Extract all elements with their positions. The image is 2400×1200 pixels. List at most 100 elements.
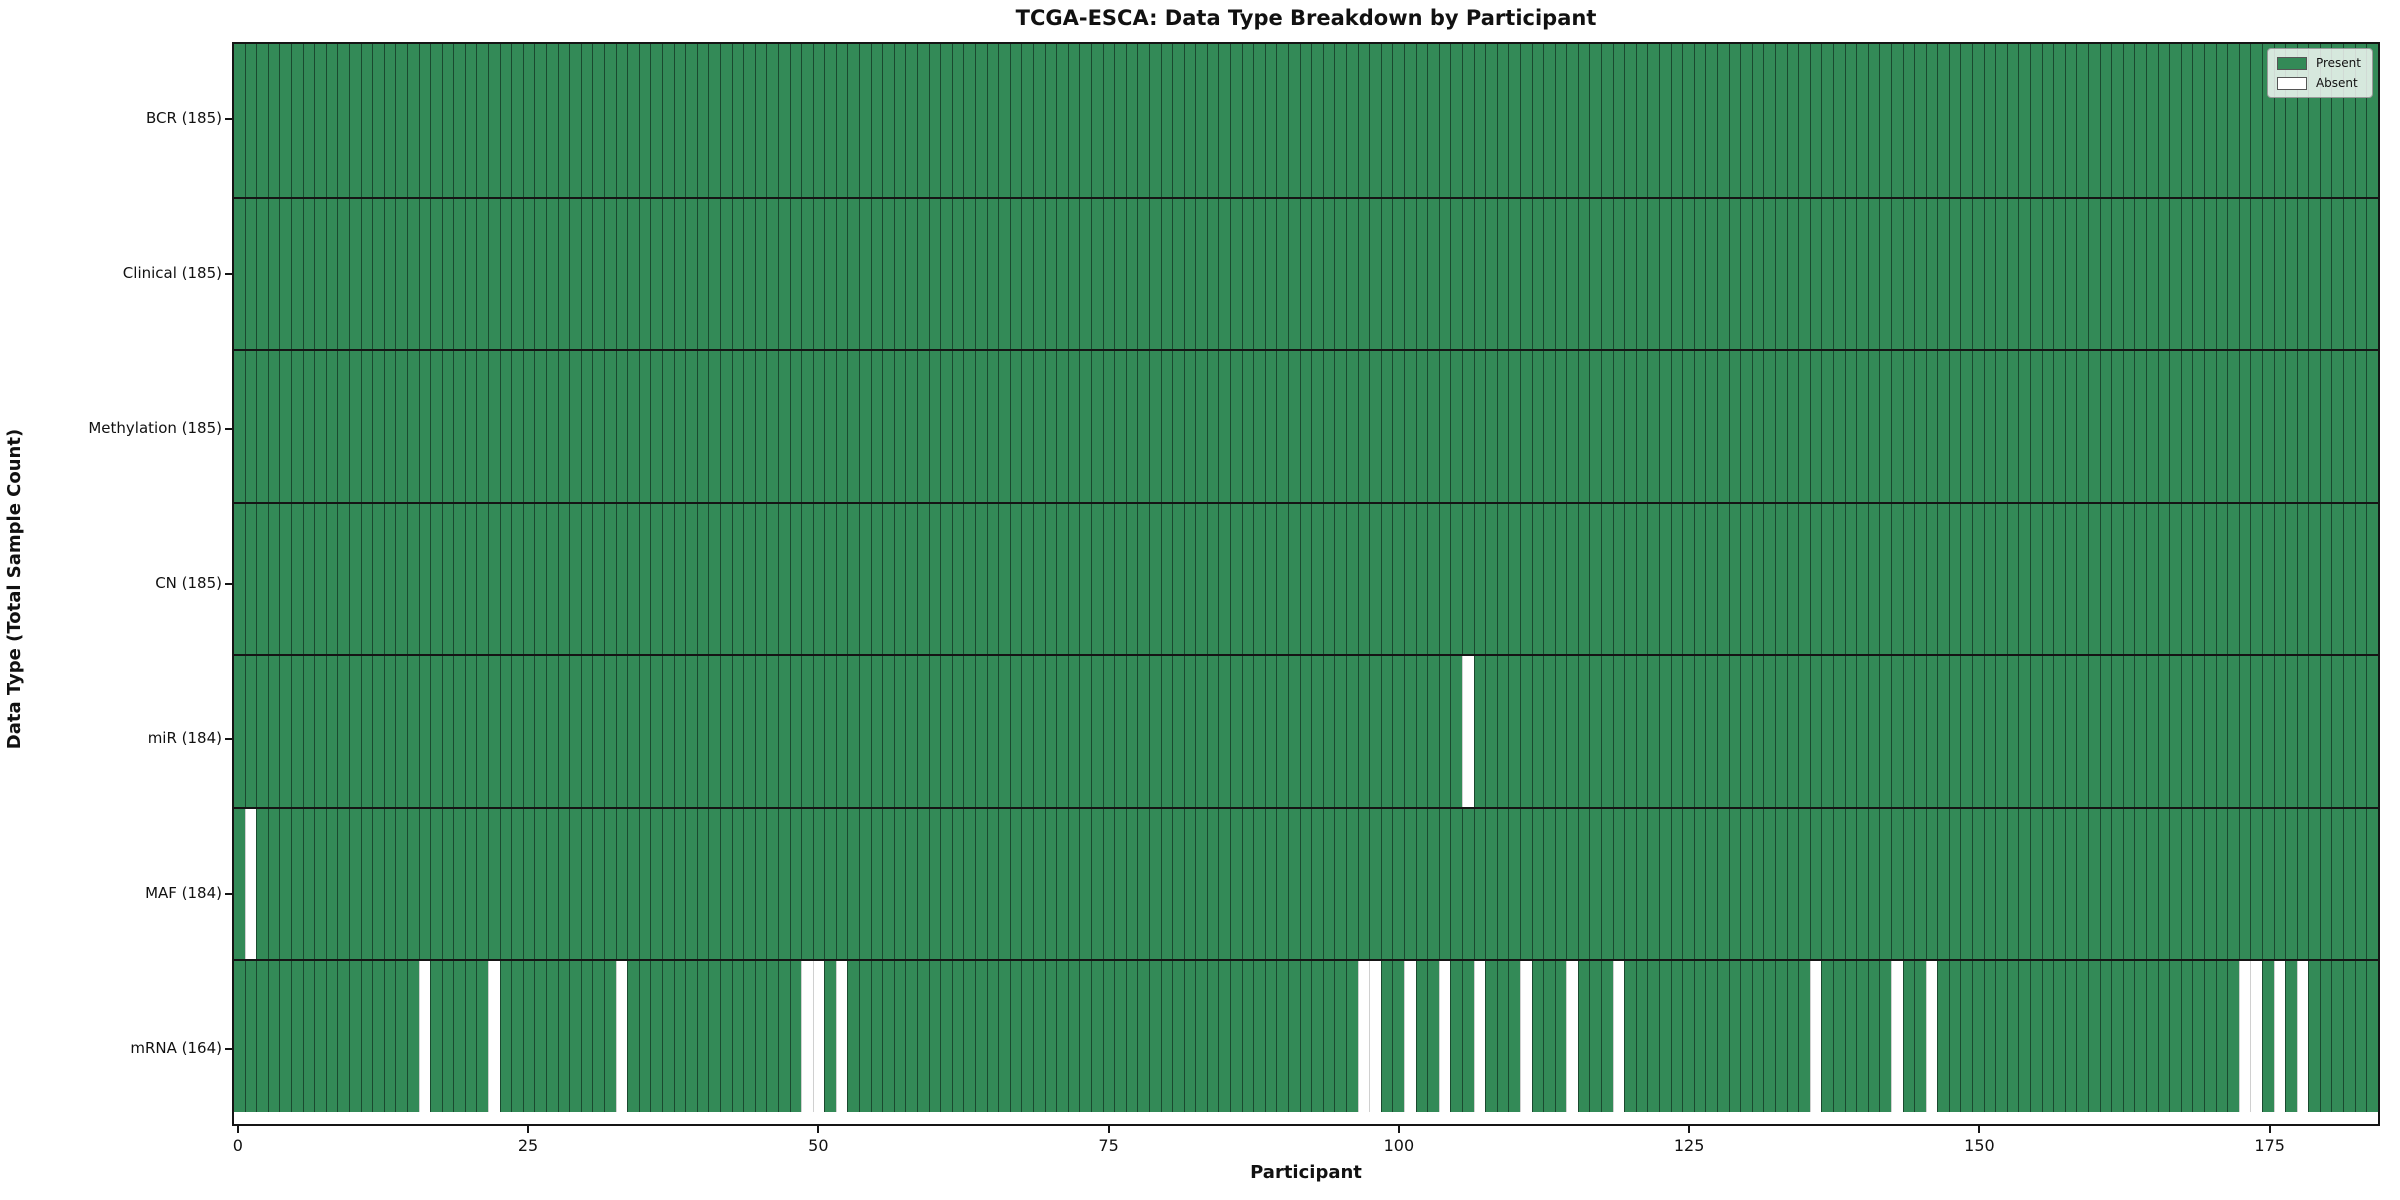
heatmap-cell bbox=[963, 503, 975, 655]
heatmap-cell bbox=[1125, 808, 1138, 960]
heatmap-cell bbox=[893, 44, 906, 197]
heatmap-cell bbox=[522, 44, 535, 197]
heatmap-cell bbox=[1508, 351, 1520, 502]
heatmap-cell bbox=[279, 656, 291, 807]
heatmap-cell bbox=[1960, 351, 1973, 502]
heatmap-cell bbox=[1774, 198, 1787, 350]
heatmap-cell bbox=[1566, 656, 1578, 807]
heatmap-cell bbox=[1635, 808, 1648, 960]
heatmap-cell bbox=[1566, 198, 1578, 350]
heatmap-cell bbox=[812, 44, 825, 197]
heatmap-cell bbox=[1485, 198, 1497, 350]
heatmap-cell bbox=[2180, 198, 2193, 350]
heatmap-cell bbox=[1044, 961, 1057, 1112]
heatmap-cell bbox=[743, 503, 755, 655]
heatmap-cell bbox=[1890, 198, 1903, 350]
heatmap-cell bbox=[1172, 656, 1184, 807]
heatmap-cell bbox=[430, 503, 442, 655]
heatmap-cell bbox=[2030, 808, 2042, 960]
heatmap-cell bbox=[1844, 198, 1857, 350]
heatmap-cell bbox=[2192, 44, 2204, 197]
heatmap-cell bbox=[2088, 351, 2100, 502]
heatmap-cell bbox=[2053, 656, 2065, 807]
heatmap-cell bbox=[1543, 656, 1555, 807]
heatmap-cell bbox=[1090, 961, 1103, 1112]
heatmap-cell bbox=[708, 198, 720, 350]
heatmap-cell bbox=[661, 503, 674, 655]
heatmap-cell bbox=[337, 808, 349, 960]
heatmap-cell bbox=[1693, 656, 1706, 807]
heatmap-cell bbox=[1485, 351, 1497, 502]
heatmap-cell bbox=[1299, 44, 1312, 197]
heatmap-cell bbox=[801, 351, 813, 502]
heatmap-cell bbox=[499, 656, 512, 807]
heatmap-cell bbox=[615, 351, 628, 502]
heatmap-cell bbox=[1914, 198, 1926, 350]
heatmap-cell bbox=[650, 198, 662, 350]
heatmap-cell bbox=[1589, 503, 1602, 655]
heatmap-cell bbox=[1717, 808, 1729, 960]
legend-item: Absent bbox=[2276, 76, 2361, 90]
legend: Present Absent bbox=[2266, 48, 2373, 98]
heatmap-cell bbox=[1427, 961, 1439, 1112]
heatmap-cell bbox=[1218, 351, 1231, 502]
heatmap-cell bbox=[2192, 961, 2204, 1112]
heatmap-cell bbox=[1693, 503, 1706, 655]
heatmap-cell bbox=[905, 351, 918, 502]
heatmap-cell bbox=[1276, 656, 1289, 807]
heatmap-cell bbox=[1288, 656, 1300, 807]
heatmap-cell bbox=[1067, 961, 1080, 1112]
heatmap-cell bbox=[244, 351, 257, 502]
heatmap-cell bbox=[511, 808, 523, 960]
heatmap-cell bbox=[708, 503, 720, 655]
heatmap-cell bbox=[1577, 503, 1590, 655]
heatmap-cell bbox=[696, 656, 709, 807]
heatmap-cell bbox=[1067, 351, 1080, 502]
heatmap-cell bbox=[2215, 44, 2228, 197]
heatmap-cell bbox=[1496, 503, 1509, 655]
heatmap-cell bbox=[2076, 656, 2088, 807]
heatmap-cell bbox=[1288, 808, 1300, 960]
heatmap-cell bbox=[766, 198, 778, 350]
heatmap-cell bbox=[2088, 503, 2100, 655]
heatmap-cell bbox=[1519, 503, 1532, 655]
heatmap-cell bbox=[1195, 656, 1207, 807]
heatmap-cell bbox=[2285, 44, 2297, 197]
heatmap-cell bbox=[928, 44, 941, 197]
heatmap-cell bbox=[1322, 503, 1335, 655]
heatmap-cell bbox=[234, 656, 245, 807]
heatmap-cell bbox=[1438, 503, 1451, 655]
heatmap-cell bbox=[1392, 808, 1404, 960]
heatmap-cell bbox=[1206, 961, 1219, 1112]
heatmap-cell bbox=[464, 656, 477, 807]
heatmap-cell bbox=[847, 961, 860, 1112]
heatmap-cell bbox=[406, 198, 419, 350]
heatmap-cell bbox=[1763, 44, 1775, 197]
heatmap-cell bbox=[1531, 351, 1544, 502]
heatmap-cell bbox=[2145, 198, 2158, 350]
heatmap-cell bbox=[2215, 351, 2228, 502]
heatmap-cell bbox=[986, 44, 999, 197]
heatmap-cell bbox=[2227, 44, 2239, 197]
heatmap-cell bbox=[1009, 961, 1022, 1112]
heatmap-cell bbox=[1519, 961, 1532, 1112]
x-tick-mark bbox=[1978, 1126, 1981, 1133]
heatmap-cell bbox=[476, 351, 489, 502]
heatmap-cell bbox=[638, 656, 651, 807]
heatmap-cell bbox=[1879, 961, 1891, 1112]
heatmap-cell bbox=[1682, 503, 1694, 655]
heatmap-cell bbox=[2099, 44, 2112, 197]
heatmap-cell bbox=[1079, 503, 1091, 655]
y-tick-label: Clinical (185) bbox=[122, 264, 222, 283]
heatmap-cell bbox=[1763, 808, 1775, 960]
heatmap-cell bbox=[1635, 503, 1648, 655]
heatmap-cell bbox=[1461, 961, 1474, 1112]
heatmap-cell bbox=[917, 656, 929, 807]
heatmap-cell bbox=[1635, 351, 1648, 502]
heatmap-cell bbox=[1925, 351, 1938, 502]
heatmap-cell bbox=[348, 808, 361, 960]
heatmap-cell bbox=[2064, 503, 2077, 655]
heatmap-cell bbox=[1311, 808, 1323, 960]
heatmap-cell bbox=[1473, 808, 1486, 960]
heatmap-cell bbox=[1044, 351, 1057, 502]
